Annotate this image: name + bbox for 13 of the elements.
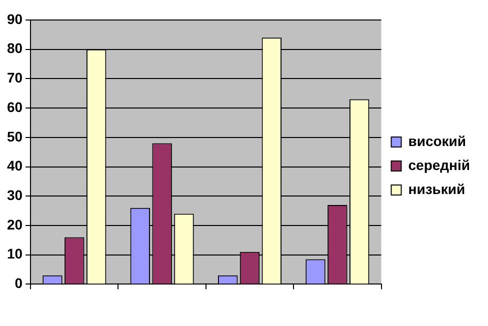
y-tick-label: 70	[6, 70, 23, 86]
y-tick-label: 60	[6, 98, 23, 115]
legend-label: середній	[408, 156, 470, 173]
y-tick-label: 50	[6, 128, 23, 144]
y-tick-label: 40	[6, 158, 23, 174]
legend-label: високий	[408, 132, 466, 149]
y-tick-label: 90	[6, 10, 23, 27]
y-tick-label: 80	[6, 40, 23, 56]
y-tick-label: 10	[6, 246, 23, 262]
y-tick-label: 30	[6, 186, 23, 203]
legend-label: низький	[408, 180, 466, 197]
y-tick-label: 0	[14, 275, 23, 292]
y-tick-label: 20	[6, 216, 23, 232]
